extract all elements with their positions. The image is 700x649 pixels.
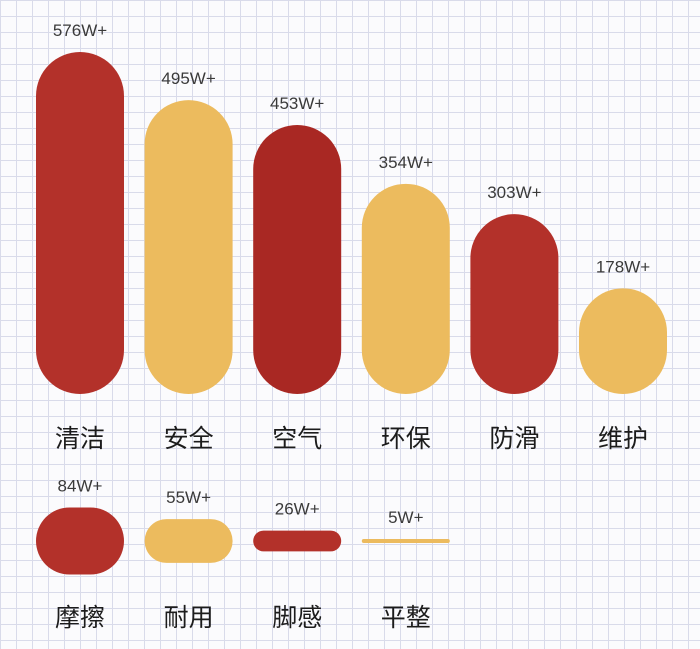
value-label: 5W+ xyxy=(388,508,424,527)
value-label: 495W+ xyxy=(161,69,215,88)
category-label: 脚感 xyxy=(272,603,322,632)
bar-环保 xyxy=(361,183,450,394)
category-label: 耐用 xyxy=(164,603,214,632)
category-label: 维护 xyxy=(598,424,648,453)
category-label: 安全 xyxy=(164,424,214,453)
category-label: 防滑 xyxy=(489,424,539,453)
bar-防滑 xyxy=(470,214,559,394)
bar-摩擦 xyxy=(36,507,124,575)
bar-维护 xyxy=(579,288,667,394)
value-label: 303W+ xyxy=(487,183,541,202)
category-label: 平整 xyxy=(381,603,431,632)
bar-空气 xyxy=(253,125,342,394)
value-label: 576W+ xyxy=(53,21,107,40)
category-label: 摩擦 xyxy=(55,603,105,632)
bar-安全 xyxy=(144,100,233,394)
value-label: 178W+ xyxy=(596,257,650,276)
value-label: 26W+ xyxy=(275,500,320,519)
value-label: 55W+ xyxy=(166,488,211,507)
category-label: 空气 xyxy=(272,424,322,453)
bar-耐用 xyxy=(144,519,233,563)
chart-row-2: 84W+ 摩擦 55W+ 耐用 26W+ 脚感 5W+ 平整 xyxy=(36,477,450,632)
bar-平整 xyxy=(361,539,450,543)
category-label: 清洁 xyxy=(55,424,105,453)
bar-脚感 xyxy=(253,530,342,552)
chart-row-1: 576W+ 清洁 495W+ 安全 453W+ 空气 354W+ 环保 303W+ 防滑 178W+… xyxy=(36,21,667,453)
value-label: 453W+ xyxy=(270,94,324,113)
category-label: 环保 xyxy=(381,424,431,453)
value-label: 84W+ xyxy=(58,477,103,496)
bar-清洁 xyxy=(36,52,124,394)
value-label: 354W+ xyxy=(379,153,433,172)
